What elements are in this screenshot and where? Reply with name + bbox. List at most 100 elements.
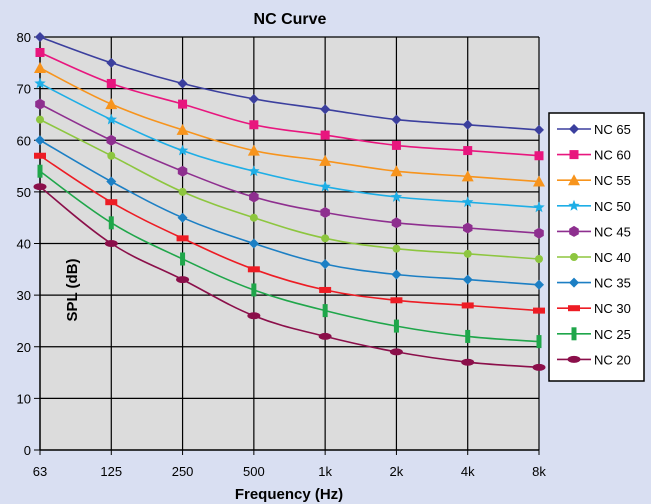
y-tick-label: 70 bbox=[17, 82, 31, 97]
legend-marker bbox=[569, 225, 579, 237]
legend-item-nc-65: NC 65 bbox=[557, 122, 631, 137]
data-point-nc-35 bbox=[177, 212, 188, 223]
data-point-nc-30 bbox=[461, 302, 474, 309]
series-nc-65 bbox=[35, 32, 544, 135]
series-nc-40 bbox=[36, 115, 543, 263]
legend-marker bbox=[568, 174, 580, 186]
data-point-nc-30 bbox=[390, 297, 403, 304]
legend-marker bbox=[568, 199, 580, 211]
data-point-nc-45 bbox=[391, 217, 402, 229]
data-point-nc-25 bbox=[37, 164, 43, 178]
data-point-nc-55 bbox=[176, 123, 189, 135]
legend: NC 65 NC 60 NC 55 NC 50 NC 45 NC 40 NC 35 NC 30… bbox=[548, 112, 645, 382]
data-point-nc-35 bbox=[391, 269, 402, 280]
data-point-nc-40 bbox=[392, 244, 401, 253]
x-tick-label: 2k bbox=[390, 464, 404, 479]
series-nc-60 bbox=[35, 47, 544, 161]
legend-item-nc-40: NC 40 bbox=[557, 250, 631, 265]
data-point-nc-55 bbox=[319, 154, 332, 166]
y-tick-label: 40 bbox=[17, 237, 31, 252]
y-tick-labels: 0 10 20 30 40 50 60 70 80 bbox=[17, 30, 31, 458]
data-point-nc-30 bbox=[247, 266, 260, 273]
data-point-nc-60 bbox=[178, 99, 188, 109]
data-point-nc-40 bbox=[249, 213, 258, 222]
series-nc-45 bbox=[35, 98, 544, 239]
data-point-nc-65 bbox=[391, 114, 402, 125]
data-point-nc-55 bbox=[533, 175, 545, 187]
data-point-nc-20 bbox=[389, 348, 403, 356]
data-point-nc-60 bbox=[106, 78, 116, 88]
legend-item-nc-60: NC 60 bbox=[557, 148, 631, 163]
data-point-nc-50 bbox=[319, 180, 331, 192]
data-point-nc-55 bbox=[390, 165, 403, 177]
data-point-nc-60 bbox=[35, 47, 45, 57]
y-tick-label: 20 bbox=[17, 340, 31, 355]
data-point-nc-20 bbox=[104, 240, 118, 247]
data-point-nc-40 bbox=[321, 234, 330, 243]
data-point-nc-65 bbox=[320, 104, 331, 115]
data-point-nc-50 bbox=[533, 201, 545, 213]
data-point-nc-30 bbox=[533, 307, 545, 314]
data-point-nc-25 bbox=[251, 283, 257, 297]
data-point-nc-40 bbox=[463, 249, 472, 258]
data-point-nc-20 bbox=[532, 363, 546, 371]
data-point-nc-35 bbox=[320, 259, 331, 270]
data-point-nc-50 bbox=[390, 191, 403, 202]
x-tick-label: 1k bbox=[318, 464, 332, 479]
data-point-nc-50 bbox=[462, 196, 474, 208]
x-tick-label: 63 bbox=[33, 464, 47, 479]
data-point-nc-25 bbox=[393, 319, 399, 333]
data-point-nc-40 bbox=[107, 151, 116, 160]
y-axis-label: SPL (dB) bbox=[64, 258, 81, 321]
legend-item-nc-30: NC 30 bbox=[557, 301, 631, 316]
chart-title: NC Curve bbox=[254, 11, 327, 28]
legend-item-nc-50: NC 50 bbox=[557, 199, 631, 214]
data-point-nc-20 bbox=[176, 276, 190, 284]
data-point-nc-35 bbox=[462, 274, 473, 285]
data-point-nc-55 bbox=[247, 144, 260, 156]
data-point-nc-25 bbox=[536, 335, 542, 349]
legend-marker bbox=[569, 150, 579, 160]
data-point-nc-55 bbox=[461, 170, 474, 182]
data-point-nc-65 bbox=[106, 57, 117, 68]
data-point-nc-45 bbox=[534, 227, 544, 239]
data-point-nc-25 bbox=[108, 216, 114, 230]
data-point-nc-20 bbox=[33, 183, 47, 191]
data-point-nc-25 bbox=[465, 329, 471, 343]
legend-marker bbox=[569, 277, 579, 288]
data-point-nc-45 bbox=[177, 165, 188, 177]
y-tick-label: 50 bbox=[17, 185, 31, 200]
series-nc-55 bbox=[34, 61, 545, 187]
series-line-nc-60 bbox=[39, 51, 540, 157]
x-tick-label: 250 bbox=[172, 464, 194, 479]
data-point-nc-30 bbox=[105, 199, 118, 206]
data-point-nc-40 bbox=[36, 115, 44, 124]
legend-marker bbox=[570, 253, 578, 261]
series-nc-35 bbox=[35, 135, 544, 290]
data-point-nc-40 bbox=[535, 254, 543, 263]
data-point-nc-45 bbox=[320, 207, 330, 218]
legend-label: NC 65 bbox=[594, 122, 631, 137]
series-line-nc-65 bbox=[39, 36, 540, 131]
legend-item-nc-55: NC 55 bbox=[557, 173, 631, 188]
data-point-nc-60 bbox=[534, 151, 544, 161]
legend-label: NC 55 bbox=[594, 173, 631, 188]
data-point-nc-20 bbox=[247, 312, 261, 320]
legend-label: NC 50 bbox=[594, 199, 631, 214]
x-tick-label: 125 bbox=[100, 464, 122, 479]
series-lines bbox=[33, 32, 546, 371]
data-point-nc-20 bbox=[318, 332, 332, 340]
data-point-nc-65 bbox=[248, 93, 259, 104]
series-line-nc-55 bbox=[39, 67, 540, 183]
data-point-nc-55 bbox=[105, 98, 118, 110]
legend-marker bbox=[571, 327, 577, 341]
legend-label: NC 60 bbox=[594, 148, 631, 163]
legend-box bbox=[548, 112, 645, 382]
data-point-nc-50 bbox=[105, 113, 117, 125]
legend-label: NC 30 bbox=[594, 301, 631, 316]
legend-item-nc-25: NC 25 bbox=[557, 327, 631, 342]
legend-item-nc-45: NC 45 bbox=[557, 224, 631, 239]
data-point-nc-65 bbox=[462, 119, 473, 130]
data-point-nc-50 bbox=[248, 165, 260, 177]
